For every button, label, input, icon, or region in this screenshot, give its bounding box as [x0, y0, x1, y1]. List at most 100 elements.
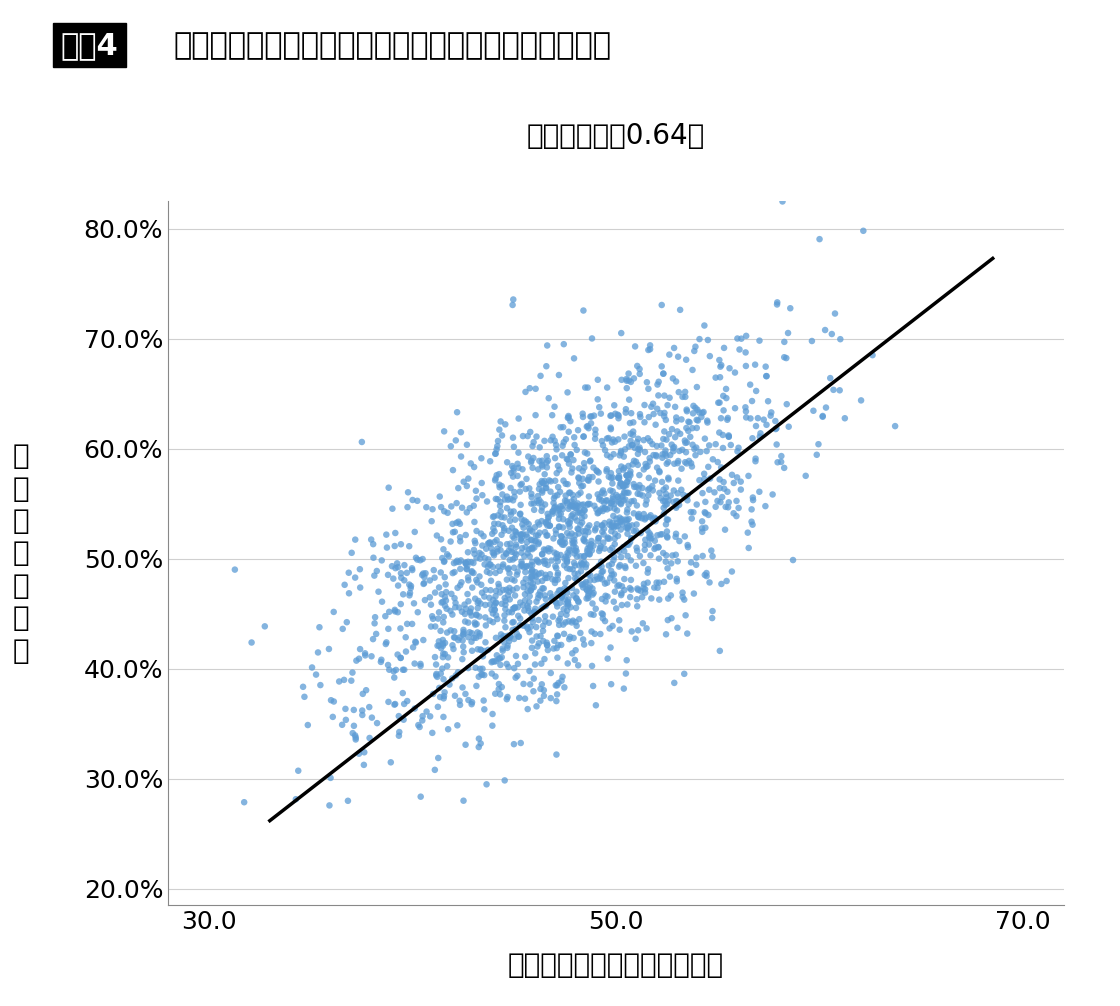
Point: [569, 657, 587, 673]
Point: [539, 337, 557, 353]
Point: [498, 489, 516, 505]
Point: [500, 630, 517, 646]
Point: [549, 628, 567, 644]
Point: [513, 530, 531, 546]
Point: [411, 552, 429, 568]
Point: [566, 557, 584, 573]
Point: [505, 489, 523, 505]
Point: [638, 522, 656, 538]
Point: [671, 302, 689, 318]
Point: [473, 666, 491, 682]
Point: [516, 384, 534, 400]
Point: [500, 560, 517, 576]
Point: [550, 507, 568, 523]
Point: [525, 539, 543, 555]
Point: [531, 692, 549, 708]
Point: [523, 557, 541, 573]
Point: [356, 647, 374, 663]
Point: [394, 586, 412, 603]
Point: [535, 473, 553, 489]
Point: [711, 358, 729, 374]
Point: [550, 501, 568, 517]
Point: [737, 344, 755, 360]
Point: [492, 657, 510, 673]
Point: [557, 476, 575, 492]
Point: [821, 370, 839, 386]
Point: [722, 437, 740, 453]
Point: [482, 556, 500, 572]
Point: [697, 494, 715, 510]
Point: [454, 651, 472, 667]
Point: [720, 360, 738, 376]
Point: [529, 527, 547, 543]
Point: [439, 721, 457, 737]
Point: [494, 486, 512, 502]
Point: [384, 570, 402, 586]
Point: [559, 476, 577, 492]
Point: [409, 551, 427, 567]
Point: [459, 660, 477, 676]
Point: [608, 518, 626, 534]
Point: [289, 763, 307, 779]
Point: [543, 407, 561, 424]
Point: [345, 702, 363, 718]
Point: [493, 428, 511, 444]
Point: [520, 603, 538, 619]
Point: [421, 572, 439, 589]
Point: [551, 595, 569, 611]
Point: [683, 362, 701, 378]
Point: [709, 493, 727, 509]
Point: [588, 501, 606, 517]
Point: [558, 560, 576, 576]
Point: [637, 496, 655, 512]
Point: [706, 484, 724, 500]
Point: [613, 372, 631, 388]
Point: [442, 585, 460, 602]
Point: [554, 537, 572, 553]
Point: [309, 645, 327, 661]
Point: [640, 482, 657, 498]
Point: [663, 547, 681, 563]
Point: [495, 509, 513, 525]
Point: [762, 407, 780, 424]
Point: [645, 510, 663, 526]
Point: [436, 553, 454, 569]
Point: [466, 514, 484, 530]
Point: [500, 588, 517, 604]
Y-axis label: 地
元
出
身
者
比
率: 地 元 出 身 者 比 率: [12, 442, 29, 665]
Point: [519, 545, 536, 561]
Point: [730, 341, 748, 357]
Point: [580, 517, 598, 533]
Point: [710, 425, 728, 441]
Point: [463, 564, 480, 580]
Point: [523, 523, 541, 539]
Point: [766, 413, 784, 430]
Point: [469, 593, 487, 609]
Point: [395, 557, 413, 573]
Point: [700, 482, 718, 498]
Point: [517, 558, 535, 574]
Point: [538, 515, 556, 531]
Point: [634, 555, 652, 571]
Point: [618, 468, 636, 484]
Point: [339, 793, 357, 809]
Point: [643, 398, 661, 414]
Point: [465, 630, 483, 646]
Point: [618, 526, 636, 542]
Point: [669, 620, 687, 636]
Point: [646, 533, 664, 549]
Point: [507, 539, 525, 555]
Point: [458, 504, 476, 520]
Point: [578, 418, 596, 435]
Point: [538, 460, 556, 476]
Point: [637, 621, 655, 637]
Point: [582, 607, 600, 623]
Point: [627, 479, 645, 495]
Point: [522, 606, 540, 622]
Point: [642, 507, 660, 523]
Point: [560, 614, 578, 630]
Point: [533, 580, 551, 597]
Point: [549, 458, 567, 474]
Point: [697, 520, 715, 536]
Point: [539, 453, 557, 469]
